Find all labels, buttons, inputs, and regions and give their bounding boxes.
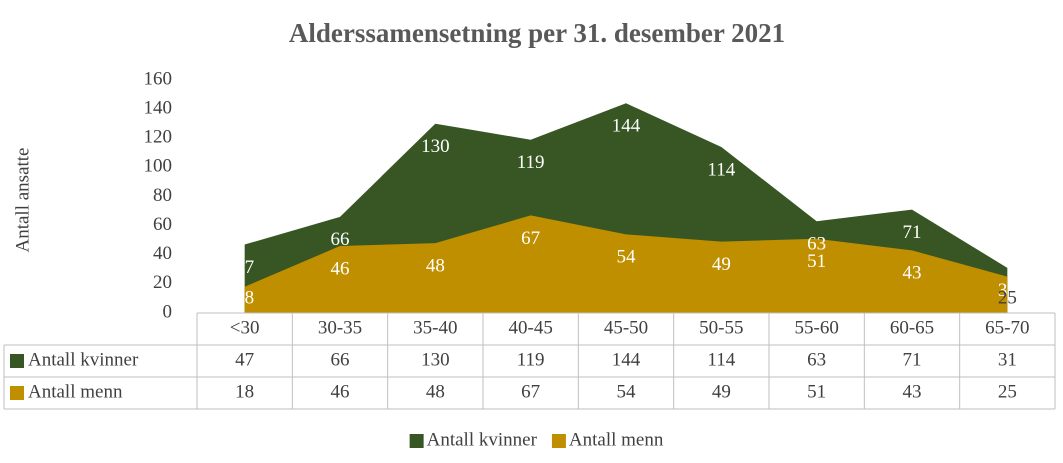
data-label: 66 [331, 229, 350, 250]
legend-key [10, 354, 24, 368]
data-label: 31 [998, 280, 1017, 301]
table-cell: 54 [617, 381, 637, 402]
y-tick-label: 40 [153, 243, 172, 264]
table-cell: 119 [517, 349, 545, 370]
table-cell: 47 [235, 349, 254, 370]
table-cell: 67 [521, 381, 540, 402]
table-cell: 46 [331, 381, 350, 402]
data-label: 71 [903, 222, 922, 243]
data-label: 130 [421, 136, 450, 157]
table-cell: 48 [426, 381, 445, 402]
table-cell: 63 [807, 349, 826, 370]
data-label: 18 [235, 287, 254, 308]
x-tick-label: 55-60 [795, 317, 839, 338]
table-cell: 18 [235, 381, 254, 402]
x-tick-label: 60-65 [890, 317, 934, 338]
y-tick-label: 80 [153, 185, 172, 206]
x-tick-label: 40-45 [509, 317, 553, 338]
table-cell: 114 [707, 349, 735, 370]
area [244, 215, 1008, 313]
table-cell: 31 [998, 349, 1017, 370]
table-cell: 66 [331, 349, 350, 370]
data-label: 47 [235, 257, 254, 278]
table-cell: 144 [612, 349, 641, 370]
y-tick-label: 160 [144, 68, 173, 89]
x-tick-label: 65-70 [985, 317, 1029, 338]
table-row-label: Antall menn [28, 381, 123, 402]
data-label: 67 [521, 228, 540, 249]
table-cell: 51 [807, 381, 826, 402]
x-tick-label: 45-50 [604, 317, 648, 338]
table-cell: 49 [712, 381, 731, 402]
data-label: 25 [998, 287, 1017, 308]
y-axis-label: Antall ansatte [12, 148, 33, 253]
y-tick-label: 0 [163, 301, 173, 322]
data-label: 51 [807, 251, 826, 272]
data-label: 144 [612, 116, 641, 137]
data-label: 48 [426, 255, 445, 276]
legend-label: Antall menn [569, 429, 664, 450]
y-tick-label: 60 [153, 214, 172, 235]
y-tick-label: 20 [153, 272, 172, 293]
data-label: 43 [903, 263, 922, 284]
x-tick-label: 30-35 [318, 317, 362, 338]
x-tick-label: 50-55 [699, 317, 743, 338]
y-tick-label: 100 [144, 156, 173, 177]
legend-key [551, 434, 566, 448]
x-tick-label: <30 [230, 317, 260, 338]
legend-key [409, 434, 424, 448]
legend-key [10, 386, 24, 400]
table-cell: 71 [903, 349, 922, 370]
y-tick-label: 120 [144, 127, 173, 148]
x-tick-label: 35-40 [413, 317, 457, 338]
data-label: 114 [707, 159, 735, 180]
data-label: 49 [712, 254, 731, 275]
table-cell: 130 [421, 349, 450, 370]
data-label: 63 [807, 234, 826, 255]
data-label: 46 [331, 258, 350, 279]
data-label: 119 [517, 152, 545, 173]
legend-label: Antall kvinner [427, 429, 538, 450]
data-label: 54 [617, 247, 637, 268]
table-row-label: Antall kvinner [28, 349, 139, 370]
y-tick-label: 140 [144, 97, 173, 118]
chart-title: Alderssamensetning per 31. desember 2021 [289, 18, 785, 48]
table-cell: 25 [998, 381, 1017, 402]
table-cell: 43 [903, 381, 922, 402]
